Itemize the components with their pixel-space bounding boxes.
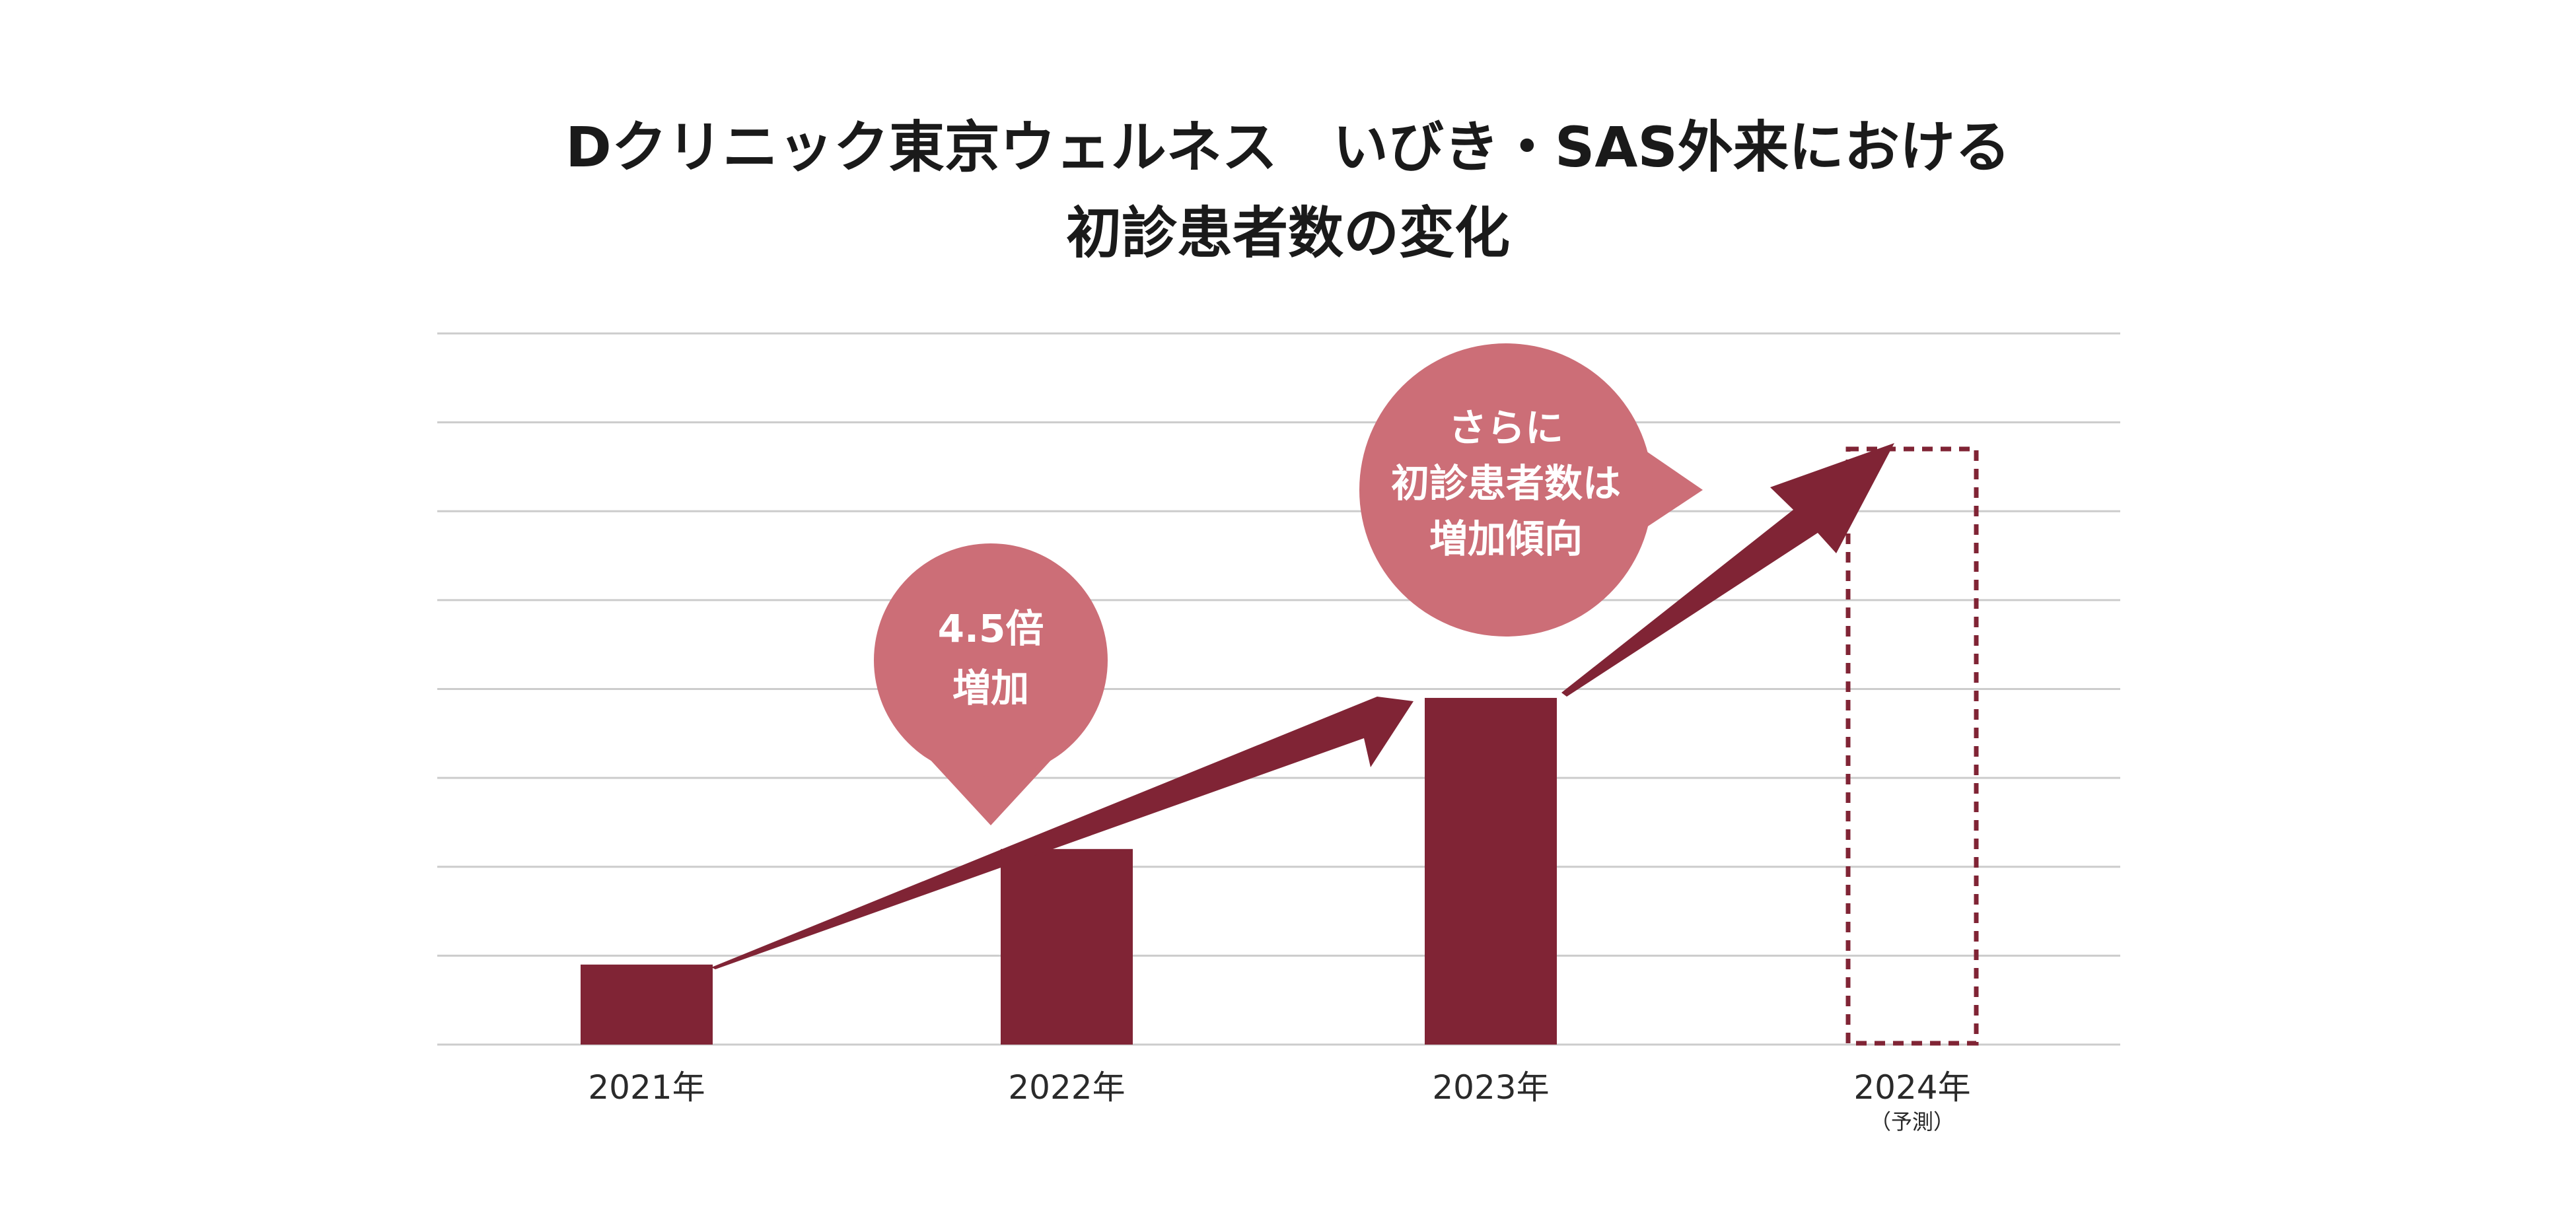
x-tick-label-2022: 2022年 bbox=[1008, 1068, 1125, 1107]
bar-2021 bbox=[581, 964, 713, 1045]
x-tick-label-2021: 2021年 bbox=[588, 1068, 705, 1107]
trend-arrow-2021-to-2023 bbox=[711, 697, 1413, 969]
callout-trend-line-3: 増加傾向 bbox=[1429, 516, 1583, 561]
trend-arrow-2023-to-2024 bbox=[1561, 443, 1894, 697]
chart-title: Dクリニック東京ウェルネス いびき・SAS外来における 初診患者数の変化 bbox=[565, 115, 2011, 265]
callout-4-5x-line-2: 増加 bbox=[952, 666, 1029, 710]
callout-trend-bubble bbox=[1359, 343, 1653, 637]
x-tick-label-2024: 2024年 bbox=[1853, 1068, 1970, 1107]
chart-title-line-1: Dクリニック東京ウェルネス いびき・SAS外来における bbox=[565, 115, 2011, 180]
x-tick-note-2024: （予測） bbox=[1870, 1109, 1954, 1134]
forecast-bar-2024 bbox=[1845, 446, 1979, 1046]
bar-2022 bbox=[1001, 848, 1133, 1045]
x-tick-label-2023: 2023年 bbox=[1432, 1068, 1549, 1107]
bars bbox=[581, 446, 1979, 1046]
callout-4-5x-line-1: 4.5倍 bbox=[938, 606, 1044, 651]
callout-4-5x-bubble bbox=[874, 543, 1108, 777]
callout-trend-line-2: 初診患者数は bbox=[1391, 461, 1621, 506]
trend-arrows bbox=[711, 443, 1894, 969]
grid-lines bbox=[437, 332, 2120, 1046]
chart-title-line-2: 初診患者数の変化 bbox=[1066, 201, 1510, 265]
callout-trend-line-1: さらに bbox=[1449, 405, 1563, 450]
bar-2023 bbox=[1425, 697, 1557, 1045]
x-axis-labels: 2021年 2022年 2023年 2024年（予測） bbox=[588, 1068, 1970, 1134]
